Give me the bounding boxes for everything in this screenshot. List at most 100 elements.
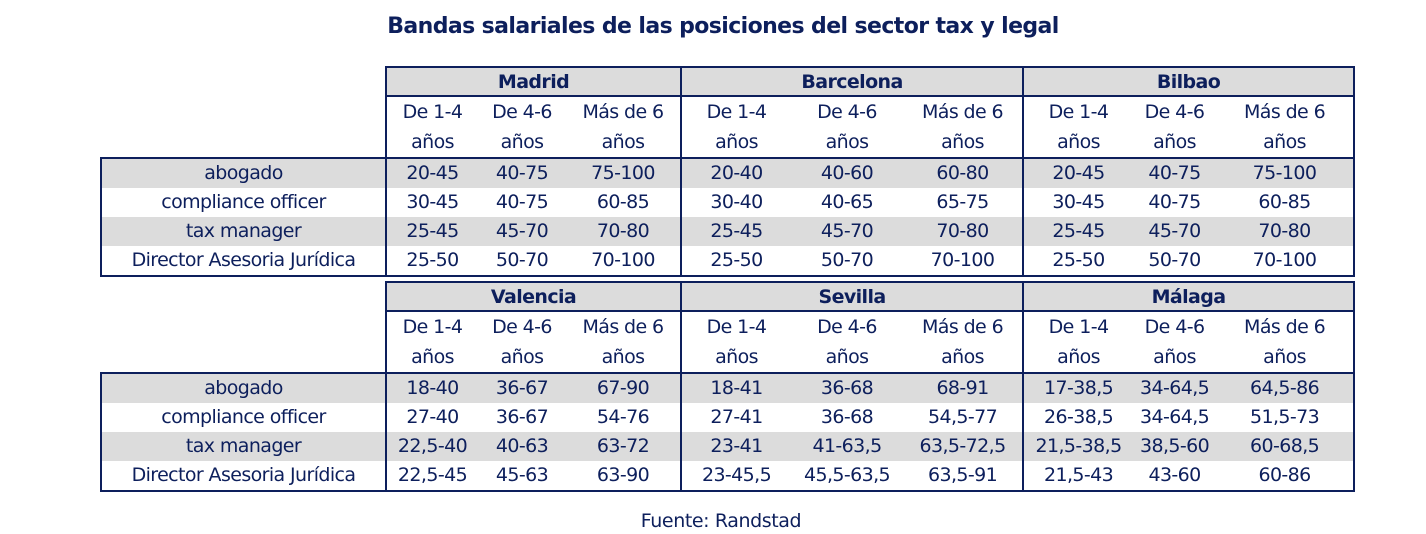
salary-cell: 54,5-77 [903,403,1025,432]
city-header-barcelona: Barcelona [679,66,1025,97]
exp-header: Más de 6 [1216,96,1356,127]
table-row: tax manager 22,5-40 40-63 63-72 23-41 41… [100,432,1356,461]
role-label: Director Asesoria Jurídica [100,461,387,492]
salary-cell: 36-68 [820,406,874,428]
salary-cell: 60-85 [566,188,682,217]
page-title: Bandas salariales de las posiciones del … [387,14,1059,39]
city-header-sevilla: Sevilla [680,281,1025,312]
salary-table-grid: Madrid Barcelona Bilbao De 1-4 De 4-6 Má… [100,66,1356,277]
exp-header: De 4-6 [492,101,552,123]
exp-header: años [680,127,791,159]
salary-cell: 70-100 [903,246,1025,277]
salary-cell: 17-38,5 [1022,372,1134,403]
exp-header: De 1-4 [680,311,792,342]
salary-cell: 25-50 [385,246,478,277]
city-header-malaga: Málaga [1022,281,1356,312]
table-row: Director Asesoria Jurídica 22,5-45 45-63… [100,461,1356,492]
salary-cell: 30-45 [385,188,478,217]
exp-header: años [478,342,566,374]
salary-cell: 22,5-45 [385,461,478,492]
salary-cell: 25-50 [680,246,791,277]
role-label: tax manager [100,432,387,461]
exp-header: De 1-4 [385,96,478,127]
role-label: tax manager [100,217,387,246]
exp-header: años [680,342,792,374]
exp-header: años [1022,127,1134,159]
exp-header: De 4-6 [817,316,877,338]
exp-header: De 4-6 [1144,101,1205,123]
empty-corner [101,311,386,342]
exp-header: De 1-4 [1022,96,1134,127]
salary-cell: 51,5-73 [1216,403,1356,432]
table-row: abogado 18-40 36-67 67-90 18-41 36-68 68… [100,372,1356,403]
exp-header: años [385,342,478,374]
salary-cell: 60-86 [1216,461,1356,492]
salary-cell: 70-100 [1216,246,1356,277]
exp-header: años [1022,342,1134,374]
salary-cell: 70-80 [566,217,682,246]
salary-cell: 20-45 [385,157,478,188]
salary-cell: 70-80 [903,217,1025,246]
salary-cell: 70-100 [566,246,682,277]
salary-cell: 18-40 [385,372,478,403]
salary-cell: 45-63 [478,461,566,492]
empty-corner [101,342,386,373]
salary-cell: 50-70 [791,246,903,277]
salary-cell: 68-91 [903,372,1025,403]
salary-cell: 20-40 [680,157,791,188]
salary-cell: 30-40 [680,188,791,217]
exp-header: años [478,127,566,159]
table-row: tax manager 25-45 45-70 70-80 25-45 45-7… [100,217,1356,246]
salary-cell: 63-90 [566,461,683,492]
salary-cell: 38,5-60 [1133,432,1217,461]
exp-header: De 4-6 [817,101,877,123]
salary-cell: 25-45 [1022,217,1134,246]
exp-header: años [566,127,682,159]
exp-header: De 1-4 [680,96,791,127]
salary-cell: 26-38,5 [1022,403,1134,432]
salary-cell: 63,5-91 [903,461,1025,492]
salary-cell: 45-70 [1133,217,1217,246]
salary-cell: 70-80 [1216,217,1356,246]
salary-cell: 41-63,5 [791,432,904,461]
salary-cell: 27-41 [680,403,792,432]
city-header-madrid: Madrid [385,66,682,97]
exp-header: De 4-6 [1144,316,1205,338]
salary-cell: 45-70 [791,217,903,246]
salary-cell: 60-85 [1216,188,1356,217]
salary-cell: 45-70 [478,217,566,246]
salary-cell: 40-75 [478,157,566,188]
salary-cell: 36-67 [478,372,566,403]
exp-header: años [1133,127,1217,159]
exp-header: De 1-4 [385,311,478,342]
salary-cell: 22,5-40 [385,432,478,461]
exp-header: años [791,127,903,159]
table-row: compliance officer 30-45 40-75 60-85 30-… [100,188,1356,217]
city-header-valencia: Valencia [384,281,683,312]
city-header-bilbao: Bilbao [1022,66,1356,97]
salary-cell: 75-100 [566,157,682,188]
source-caption: Fuente: Randstad [640,510,802,532]
role-label: abogado [100,157,387,188]
exp-header: años [385,127,478,159]
salary-cell: 45,5-63,5 [791,461,904,492]
salary-cell: 43-60 [1133,461,1217,492]
role-label: abogado [100,372,387,403]
role-label: compliance officer [100,188,387,217]
salary-cell: 63,5-72,5 [903,432,1025,461]
exp-header: años [903,342,1025,374]
salary-cell: 30-45 [1022,188,1134,217]
salary-cell: 25-50 [1022,246,1134,277]
salary-cell: 40-63 [478,432,566,461]
salary-cell: 67-90 [566,372,683,403]
salary-cell: 64,5-86 [1216,372,1356,403]
salary-cell: 36-68 [791,372,904,403]
salary-cell: 40-75 [1133,157,1217,188]
table-row: Director Asesoria Jurídica 25-50 50-70 7… [100,246,1356,277]
salary-cell: 27-40 [385,403,478,432]
salary-cell: 60-80 [903,157,1025,188]
exp-header: años [903,127,1025,159]
salary-cell: 34-64,5 [1139,406,1210,428]
salary-cell: 50-70 [1133,246,1217,277]
salary-table-grid: Valencia Sevilla Málaga De 1-4 De 4-6 Má… [100,281,1356,492]
